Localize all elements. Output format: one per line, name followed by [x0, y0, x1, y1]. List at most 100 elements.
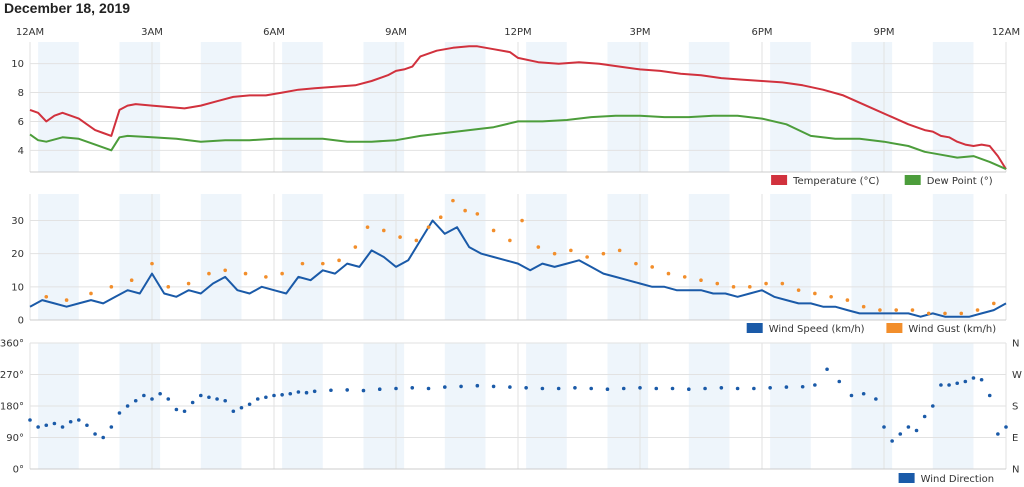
data-point: [475, 383, 480, 388]
data-point: [223, 398, 227, 403]
data-point: [699, 278, 703, 283]
data-point: [552, 251, 557, 256]
data-point: [68, 419, 73, 424]
data-point: [825, 367, 829, 372]
hour-band: [607, 194, 649, 320]
legend-swatch: [904, 175, 921, 185]
y-tick-label: 30: [11, 216, 24, 227]
data-point: [77, 418, 81, 422]
hour-band: [200, 42, 242, 172]
data-point: [914, 428, 919, 433]
data-point: [463, 208, 467, 213]
legend-label: Wind Direction: [921, 474, 995, 485]
hour-band: [770, 42, 811, 172]
legend-swatch: [886, 323, 903, 333]
data-point: [52, 421, 57, 426]
data-point: [589, 386, 593, 391]
data-point: [540, 386, 545, 391]
data-point: [64, 298, 69, 302]
data-point: [150, 397, 154, 401]
data-point: [398, 235, 402, 239]
y-tick-label-right: S: [1012, 402, 1018, 413]
y-tick-label: 4: [18, 146, 24, 157]
data-point: [491, 384, 496, 389]
data-point: [796, 288, 801, 292]
x-tick-label: 9PM: [873, 27, 894, 38]
data-point: [247, 402, 252, 407]
data-point: [353, 245, 358, 249]
y-tick-label: 90°: [6, 433, 24, 444]
data-point: [101, 435, 105, 440]
data-point: [150, 261, 154, 266]
hour-band: [363, 42, 405, 172]
data-point: [910, 308, 915, 312]
data-point: [166, 285, 171, 289]
y-tick-label-right: W: [1012, 370, 1022, 381]
data-point: [780, 281, 785, 286]
data-point: [264, 275, 268, 279]
data-point: [992, 301, 996, 306]
hour-band: [282, 194, 323, 320]
legend-label: Temperature (°C): [792, 176, 879, 187]
data-point: [28, 418, 32, 422]
x-tick-label: 3PM: [629, 27, 650, 38]
data-point: [190, 400, 195, 405]
data-point: [800, 384, 805, 389]
data-point: [813, 291, 817, 296]
data-point: [585, 255, 589, 259]
data-point: [719, 386, 724, 390]
y-tick-label: 0°: [13, 465, 24, 476]
data-point: [926, 311, 931, 316]
data-point: [898, 432, 903, 436]
data-point: [715, 281, 720, 286]
hour-band: [688, 194, 730, 320]
y-tick-label: 8: [18, 88, 24, 99]
x-tick-label: 12PM: [504, 27, 531, 38]
data-point: [861, 391, 866, 396]
data-point: [943, 311, 947, 316]
data-point: [264, 395, 268, 400]
y-tick-label: 10: [11, 282, 24, 293]
data-point: [931, 404, 935, 408]
data-point: [377, 387, 382, 392]
data-point: [764, 281, 768, 286]
data-point: [703, 386, 707, 391]
data-point: [955, 381, 959, 386]
data-point: [166, 397, 171, 401]
data-point: [508, 385, 512, 389]
y-tick-label: 0: [18, 316, 24, 327]
data-point: [939, 383, 943, 387]
data-point: [142, 393, 146, 398]
data-point: [894, 308, 898, 312]
panel-temperature-dewpoint: 4 6 8 10 Dew Point (°) Temperature (°C): [11, 42, 1007, 187]
data-point: [129, 278, 134, 283]
data-point: [922, 414, 927, 419]
data-point: [975, 308, 980, 312]
data-point: [410, 386, 415, 390]
data-point: [93, 432, 97, 436]
hour-band: [932, 42, 974, 172]
data-point: [682, 275, 687, 279]
hour-band: [200, 194, 242, 320]
data-point: [638, 386, 642, 390]
data-point: [239, 405, 244, 410]
data-point: [426, 386, 431, 391]
data-point: [874, 397, 878, 401]
hour-band: [444, 42, 486, 172]
data-point: [426, 225, 431, 229]
x-tick-label: 6PM: [751, 27, 772, 38]
data-point: [784, 385, 789, 389]
data-point: [109, 285, 114, 289]
data-point: [829, 294, 833, 299]
data-point: [451, 198, 455, 203]
legend-swatch: [746, 323, 763, 333]
data-point: [837, 379, 842, 384]
data-point: [979, 377, 984, 382]
data-point: [365, 225, 370, 229]
hour-band: [851, 194, 893, 320]
data-point: [223, 268, 227, 273]
data-point: [438, 215, 443, 220]
data-point: [845, 298, 850, 302]
data-point: [255, 397, 260, 401]
data-point: [44, 294, 49, 299]
